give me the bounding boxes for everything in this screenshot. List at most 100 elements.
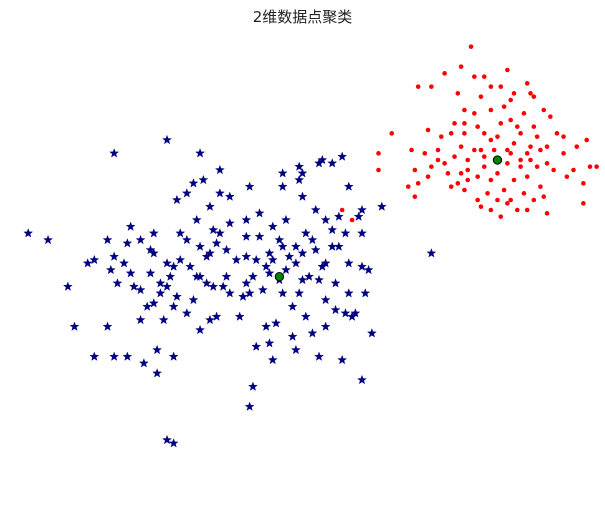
dot-point [478,204,484,209]
star-point [224,191,235,201]
star-point [162,281,172,291]
dot-point [376,167,381,173]
star-point [304,271,315,281]
dot-point [412,167,418,173]
star-point [248,381,258,391]
star-point [290,241,301,251]
star-point [297,274,308,285]
dot-point [472,74,477,79]
dot-point [514,207,520,213]
star-point [261,321,272,331]
star-point [158,314,169,325]
dot-point [584,137,589,143]
dot-point [548,114,553,119]
dot-point [488,207,494,213]
dot-point [405,184,411,189]
dot-point [564,174,570,179]
dot-point [524,174,530,179]
star-point [152,344,163,355]
star-point [343,181,354,191]
star-point [234,311,245,321]
star-point [330,304,341,315]
star-point [102,321,113,331]
dot-point [514,124,520,129]
dot-point [495,197,500,203]
cluster-centroid [274,272,285,282]
dot-point [544,211,550,216]
series-centroid [274,155,503,282]
star-point [112,278,123,288]
star-point [181,308,192,318]
star-point [294,288,305,298]
star-point [142,301,153,311]
dot-point [521,111,527,116]
dot-point [455,91,461,96]
dot-point [465,157,471,163]
dot-point [571,167,576,173]
dot-point [495,171,500,176]
dot-point [498,121,504,126]
dot-point [505,161,510,166]
star-point [175,228,186,238]
dot-point [541,107,547,113]
star-point [208,224,219,235]
dot-point [409,147,414,153]
dot-point [488,137,494,143]
star-point [135,234,146,245]
dot-point [475,174,480,179]
dot-point [534,164,540,169]
star-point [148,298,159,308]
star-point [287,301,298,311]
star-point [320,321,331,331]
star-point [89,351,100,361]
dot-point [554,131,560,136]
star-point [221,271,232,281]
star-point [254,208,265,218]
star-point [366,328,377,338]
star-point [62,281,73,291]
star-point [195,241,205,251]
dot-point [445,171,451,176]
star-point [300,311,311,321]
star-point [168,261,179,271]
star-point [244,401,255,411]
star-point [205,201,215,211]
star-point [300,228,311,238]
dot-point [498,84,504,89]
dot-point [481,164,487,169]
star-point [320,258,331,268]
star-point [297,248,308,258]
dot-point [587,164,593,169]
dot-point [425,174,431,179]
dot-point [581,181,586,186]
dot-point [481,131,487,136]
dot-point [534,134,540,139]
star-point [211,238,222,248]
star-point [135,284,146,295]
dot-point [581,201,586,206]
dot-point [574,144,580,149]
star-point [277,288,288,298]
star-point [426,248,437,258]
star-point [254,231,265,241]
dot-point [458,64,464,69]
star-point [281,264,291,275]
star-point [152,368,163,378]
dot-point [435,147,441,153]
star-point [264,338,275,348]
dot-point [465,177,471,183]
star-point [290,344,301,355]
dot-point [531,124,537,129]
dot-point [524,207,530,213]
star-point [264,248,275,258]
star-point [201,251,212,261]
star-point [43,234,53,245]
dot-point [511,141,517,146]
star-point [119,258,129,268]
star-point [214,164,225,175]
dot-point [561,134,566,139]
star-point [267,354,278,365]
dot-point [435,157,441,163]
dot-point [491,147,497,153]
star-point [310,244,321,255]
